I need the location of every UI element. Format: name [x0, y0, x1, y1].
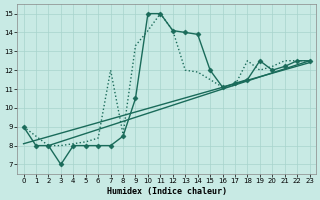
X-axis label: Humidex (Indice chaleur): Humidex (Indice chaleur): [107, 187, 227, 196]
